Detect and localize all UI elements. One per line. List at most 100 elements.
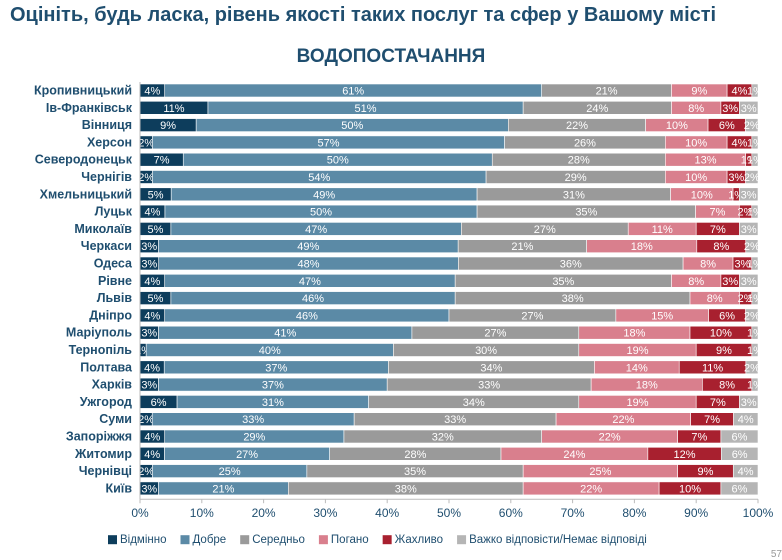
bar-segment (732, 464, 759, 478)
data-label: 3% (741, 224, 757, 236)
slide-header: Оцініть, будь ласка, рівень якості таких… (0, 2, 782, 34)
bar-segment (720, 446, 759, 461)
data-label: 15% (651, 310, 673, 322)
bar-segment (738, 187, 759, 202)
data-label: 61% (342, 86, 364, 98)
bar-segment (745, 118, 759, 132)
data-label: 41% (274, 328, 296, 340)
data-label: 2% (744, 120, 760, 132)
x-tick-label: 60% (499, 506, 523, 520)
category-label: Кропивницький (34, 84, 132, 98)
data-label: 25% (219, 466, 241, 478)
data-label: 33% (242, 414, 264, 426)
data-label: 7% (691, 432, 707, 444)
data-label: 57% (317, 137, 339, 149)
data-label: 11% (652, 224, 673, 236)
data-label: 30% (475, 345, 497, 357)
data-label: 18% (636, 380, 658, 392)
data-label: 5% (148, 189, 164, 201)
data-label: 6% (732, 449, 748, 461)
category-label: Дніпро (89, 308, 132, 322)
bar-segment (751, 204, 759, 219)
legend-swatch (180, 535, 190, 545)
data-label: 34% (480, 362, 502, 374)
bar-segment (751, 377, 759, 392)
data-label: 9% (691, 86, 707, 98)
data-label: 37% (265, 362, 287, 374)
category-label: Маріуполь (66, 326, 132, 340)
data-label: 10% (679, 483, 701, 495)
data-label: 19% (626, 397, 648, 409)
data-label: 37% (262, 380, 284, 392)
category-label: Тернопіль (69, 343, 133, 357)
data-label: 27% (236, 449, 258, 461)
data-label: 29% (243, 432, 265, 444)
legend-label: Погано (331, 534, 369, 546)
category-label: Львів (97, 291, 133, 305)
chart-title: Оцініть, будь ласка, рівень якості таких… (10, 4, 717, 26)
data-label: 3% (741, 103, 757, 115)
data-label: 9% (698, 466, 714, 478)
data-label: 31% (563, 189, 585, 201)
data-label: 49% (297, 241, 319, 253)
data-label: 25% (589, 466, 611, 478)
data-label: 21% (212, 483, 234, 495)
data-label: 1% (747, 137, 763, 149)
data-label: 24% (563, 449, 585, 461)
data-label: 2% (744, 241, 760, 253)
data-label: 35% (404, 466, 426, 478)
category-label: Чернігів (81, 170, 132, 184)
data-label: 3% (141, 241, 157, 253)
data-label: 2% (138, 137, 154, 149)
data-label: 6% (719, 310, 735, 322)
bar-segment (745, 170, 759, 184)
data-label: 2% (138, 414, 154, 426)
data-label: 28% (568, 155, 590, 167)
data-label: 12% (674, 449, 696, 461)
data-label: 11% (702, 362, 723, 374)
data-label: 1% (747, 293, 763, 305)
legend-swatch (318, 535, 328, 545)
category-label: Ів-Франківськ (46, 101, 133, 115)
chart-subtitle: ВОДОПОСТАЧАННЯ (296, 46, 486, 67)
data-label: 1% (747, 155, 763, 167)
category-label: Запоріжжя (66, 430, 132, 444)
data-label: 47% (305, 224, 327, 236)
data-label: 9% (716, 345, 732, 357)
data-label: 3% (141, 483, 157, 495)
bar-segment (751, 325, 759, 340)
data-label: 26% (574, 137, 596, 149)
data-label: 4% (145, 207, 161, 219)
legend-swatch (108, 535, 117, 545)
data-label: 7% (704, 414, 720, 426)
data-label: 38% (395, 483, 417, 495)
data-label: 4% (144, 432, 160, 444)
data-label: 1% (747, 259, 763, 271)
category-label: Суми (99, 412, 132, 426)
data-label: 9% (160, 120, 176, 132)
data-label: 3% (734, 259, 750, 271)
bar-segment (739, 222, 759, 236)
data-label: 2% (138, 172, 154, 184)
data-label: 50% (310, 207, 332, 219)
x-tick-label: 80% (622, 506, 646, 520)
data-label: 8% (719, 380, 735, 392)
data-label: 6% (151, 397, 167, 409)
bar-segment (751, 256, 759, 271)
data-label: 35% (552, 276, 574, 288)
data-label: 3% (722, 103, 738, 115)
data-label: 21% (596, 86, 618, 98)
legend-label: Важко відповісти/Немає відповіді (469, 534, 647, 546)
bar-segment (745, 308, 759, 323)
bar-segment (745, 360, 759, 375)
x-tick-label: 70% (561, 506, 585, 520)
category-label: Київ (105, 481, 132, 495)
data-label: 21% (511, 241, 533, 253)
data-label: 2% (744, 172, 760, 184)
data-label: 51% (355, 103, 377, 115)
category-label: Харків (92, 378, 133, 392)
category-label: Северодонецьк (35, 153, 133, 167)
bar-segment (751, 152, 759, 167)
category-label: Черкаси (81, 239, 132, 253)
